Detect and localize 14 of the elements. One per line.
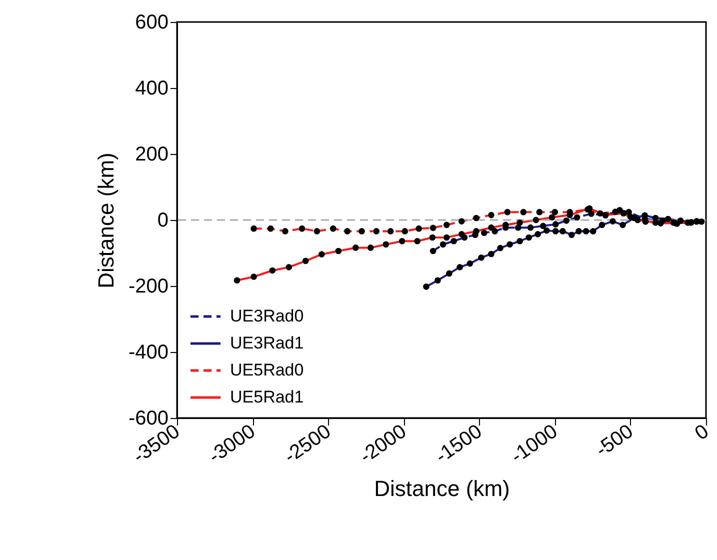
y-tick-label: 200	[135, 144, 168, 166]
legend-label: UE3Rad0	[230, 306, 304, 326]
y-tick-label: -200	[128, 276, 168, 298]
x-tick-label: -500	[592, 420, 638, 462]
legend-label: UE5Rad1	[230, 388, 304, 406]
y-tick-label: 400	[135, 78, 168, 100]
x-axis-title: Distance (km)	[374, 476, 510, 502]
legend-label: UE5Rad0	[230, 360, 304, 380]
y-tick-label: 600	[135, 12, 168, 34]
y-axis-title: Distance (km)	[93, 152, 118, 288]
x-tick-label: 0	[691, 420, 713, 445]
legend-label: UE3Rad1	[230, 334, 304, 352]
y-tick-label: -400	[128, 342, 168, 364]
y-tick-label: 0	[157, 210, 168, 232]
